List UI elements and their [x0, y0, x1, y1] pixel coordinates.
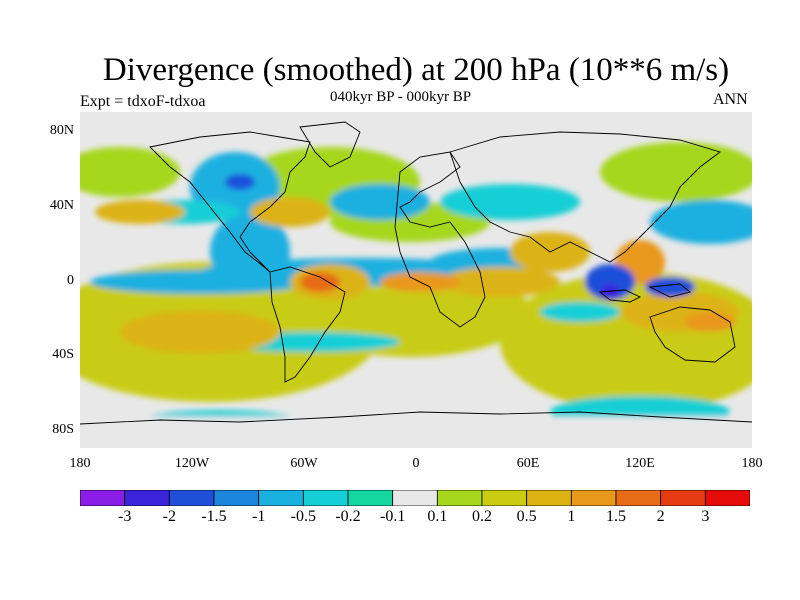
lon-label-180e: 180: [741, 456, 763, 471]
colorbar-swatch: [347, 490, 394, 506]
lat-label-40s: 40S: [52, 347, 74, 362]
colorbar-label: -1.5: [201, 508, 227, 525]
colorbar-swatch: [660, 490, 706, 506]
colorbar-label: -0.1: [379, 508, 406, 525]
colorbar-label: -2: [162, 508, 176, 525]
colorbar-swatch: [704, 490, 750, 506]
colorbar-swatch: [392, 490, 438, 506]
colorbar-label: 0.5: [516, 508, 537, 525]
lon-label-60w: 60W: [290, 456, 318, 471]
colorbar-swatch: [436, 490, 483, 506]
lon-label-120e: 120E: [625, 456, 655, 471]
colorbar-label: -0.5: [290, 508, 316, 525]
coastlines: [80, 121, 752, 425]
colorbar-swatch: [168, 490, 215, 506]
colorbar: [80, 490, 750, 506]
figure-title: Divergence (smoothed) at 200 hPa (10**6 …: [102, 52, 730, 88]
divergence-field: [80, 112, 752, 448]
lon-label-60e: 60E: [516, 456, 540, 471]
lon-label-0: 0: [412, 456, 420, 471]
experiment-label: Expt = tdxoF-tdxoa: [80, 93, 206, 110]
colorbar-label: 1: [567, 508, 576, 525]
lat-label-80n: 80N: [49, 123, 74, 138]
colorbar-swatch: [302, 490, 349, 506]
colorbar-swatch: [124, 490, 170, 506]
colorbar-label: -0.2: [335, 508, 361, 525]
colorbar-label: 3: [701, 508, 710, 525]
colorbar-label: -1: [251, 508, 266, 525]
colorbar-swatch: [213, 490, 260, 506]
colorbar-label: 0.2: [472, 508, 492, 525]
season-label: ANN: [713, 91, 748, 108]
lat-label-80s: 80S: [52, 422, 74, 437]
colorbar-swatch: [80, 490, 126, 506]
divergence-map: [80, 112, 752, 448]
colorbar-label: -3: [117, 508, 132, 525]
colorbar-swatch: [615, 490, 662, 506]
lon-label-180w: 180: [69, 456, 91, 471]
lon-label-120w: 120W: [174, 456, 210, 471]
colorbar-label: 0.1: [427, 508, 448, 525]
lat-label-0: 0: [67, 273, 74, 288]
figure-subtitle: 040kyr BP - 000kyr BP: [330, 89, 472, 105]
colorbar-swatch: [481, 490, 528, 506]
colorbar-swatch: [570, 490, 617, 506]
colorbar-label: 2: [656, 508, 665, 525]
colorbar-swatch: [258, 490, 304, 506]
colorbar-label: 1.5: [606, 508, 626, 525]
colorbar-swatch: [526, 490, 572, 506]
lat-label-40n: 40N: [49, 198, 74, 213]
